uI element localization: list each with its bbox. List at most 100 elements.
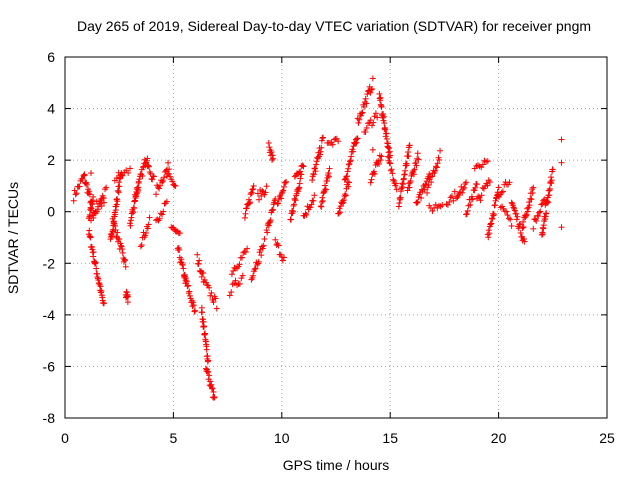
data-point <box>524 205 531 212</box>
data-point <box>368 86 375 93</box>
data-point <box>113 201 120 208</box>
data-point <box>345 165 352 172</box>
data-point <box>112 222 119 229</box>
data-point <box>412 159 419 166</box>
data-point <box>254 190 261 197</box>
data-point <box>270 155 277 162</box>
data-point <box>269 152 276 159</box>
data-point <box>190 299 197 306</box>
axis-ticks: 0 5 10 15 20 25 -8 -6 -4 -2 0 2 4 6 <box>43 49 615 446</box>
data-point <box>90 193 97 200</box>
data-point <box>362 128 369 135</box>
data-point <box>116 236 123 243</box>
data-point <box>176 230 183 237</box>
data-point <box>116 183 123 190</box>
data-point <box>252 265 259 272</box>
data-point <box>397 194 404 201</box>
data-point <box>485 234 492 241</box>
data-point <box>319 197 326 204</box>
data-point <box>514 213 521 220</box>
data-point <box>159 179 166 186</box>
data-point <box>209 385 216 392</box>
data-point <box>250 186 257 193</box>
data-point <box>246 200 253 207</box>
data-point <box>488 220 495 227</box>
data-point <box>485 227 492 234</box>
data-point <box>317 203 324 210</box>
data-point <box>381 120 388 127</box>
data-point <box>100 195 107 202</box>
data-point <box>196 257 203 264</box>
data-point <box>325 173 332 180</box>
data-point <box>313 161 320 168</box>
data-point <box>539 230 546 237</box>
data-point <box>254 261 261 268</box>
data-point <box>418 194 425 201</box>
data-point <box>387 167 394 174</box>
data-point <box>160 208 167 215</box>
data-point <box>232 277 239 284</box>
data-point <box>198 273 205 280</box>
data-point <box>349 148 356 155</box>
data-point <box>529 186 536 193</box>
data-point <box>205 357 212 364</box>
data-point <box>159 211 166 218</box>
data-point <box>103 184 110 191</box>
data-point <box>160 178 167 185</box>
data-point <box>192 307 199 314</box>
data-point <box>139 172 146 179</box>
data-point <box>145 162 152 169</box>
data-point <box>258 192 265 199</box>
data-point <box>543 210 550 217</box>
data-point <box>505 215 512 222</box>
data-point <box>90 249 97 256</box>
data-point <box>243 205 250 212</box>
data-point <box>72 191 79 198</box>
data-point <box>519 224 526 231</box>
data-point <box>321 182 328 189</box>
data-point <box>229 281 236 288</box>
data-point <box>507 216 514 223</box>
data-point <box>486 230 493 237</box>
data-point <box>405 153 412 160</box>
data-point <box>134 186 141 193</box>
y-tick-label: -6 <box>43 358 56 374</box>
data-point <box>335 138 342 145</box>
data-point <box>503 208 510 215</box>
data-point <box>194 251 201 258</box>
data-point <box>156 185 163 192</box>
data-point <box>393 186 400 193</box>
data-point <box>513 210 520 217</box>
data-point <box>251 266 258 273</box>
data-point <box>269 156 276 163</box>
data-point <box>239 254 246 261</box>
data-point <box>558 159 565 166</box>
data-point <box>548 177 555 184</box>
data-point <box>240 249 247 256</box>
data-point <box>434 160 441 167</box>
x-tick-label: 10 <box>274 430 290 446</box>
data-point <box>278 195 285 202</box>
data-point <box>233 282 240 289</box>
data-point <box>299 162 306 169</box>
y-axis-label: SDTVAR / TECUs <box>5 182 21 294</box>
data-point <box>484 182 491 189</box>
data-point <box>280 254 287 261</box>
data-point <box>86 188 93 195</box>
data-point <box>244 245 251 252</box>
data-point <box>76 183 83 190</box>
data-point <box>207 378 214 385</box>
data-point <box>331 136 338 143</box>
data-point <box>190 302 197 309</box>
data-point <box>309 177 316 184</box>
data-point <box>179 261 186 268</box>
data-point <box>189 303 196 310</box>
data-point <box>344 168 351 175</box>
data-point <box>499 188 506 195</box>
data-point <box>415 156 422 163</box>
data-point <box>372 110 379 117</box>
data-point <box>144 225 151 232</box>
data-point <box>180 265 187 272</box>
data-point <box>447 194 454 201</box>
data-point <box>260 242 267 249</box>
